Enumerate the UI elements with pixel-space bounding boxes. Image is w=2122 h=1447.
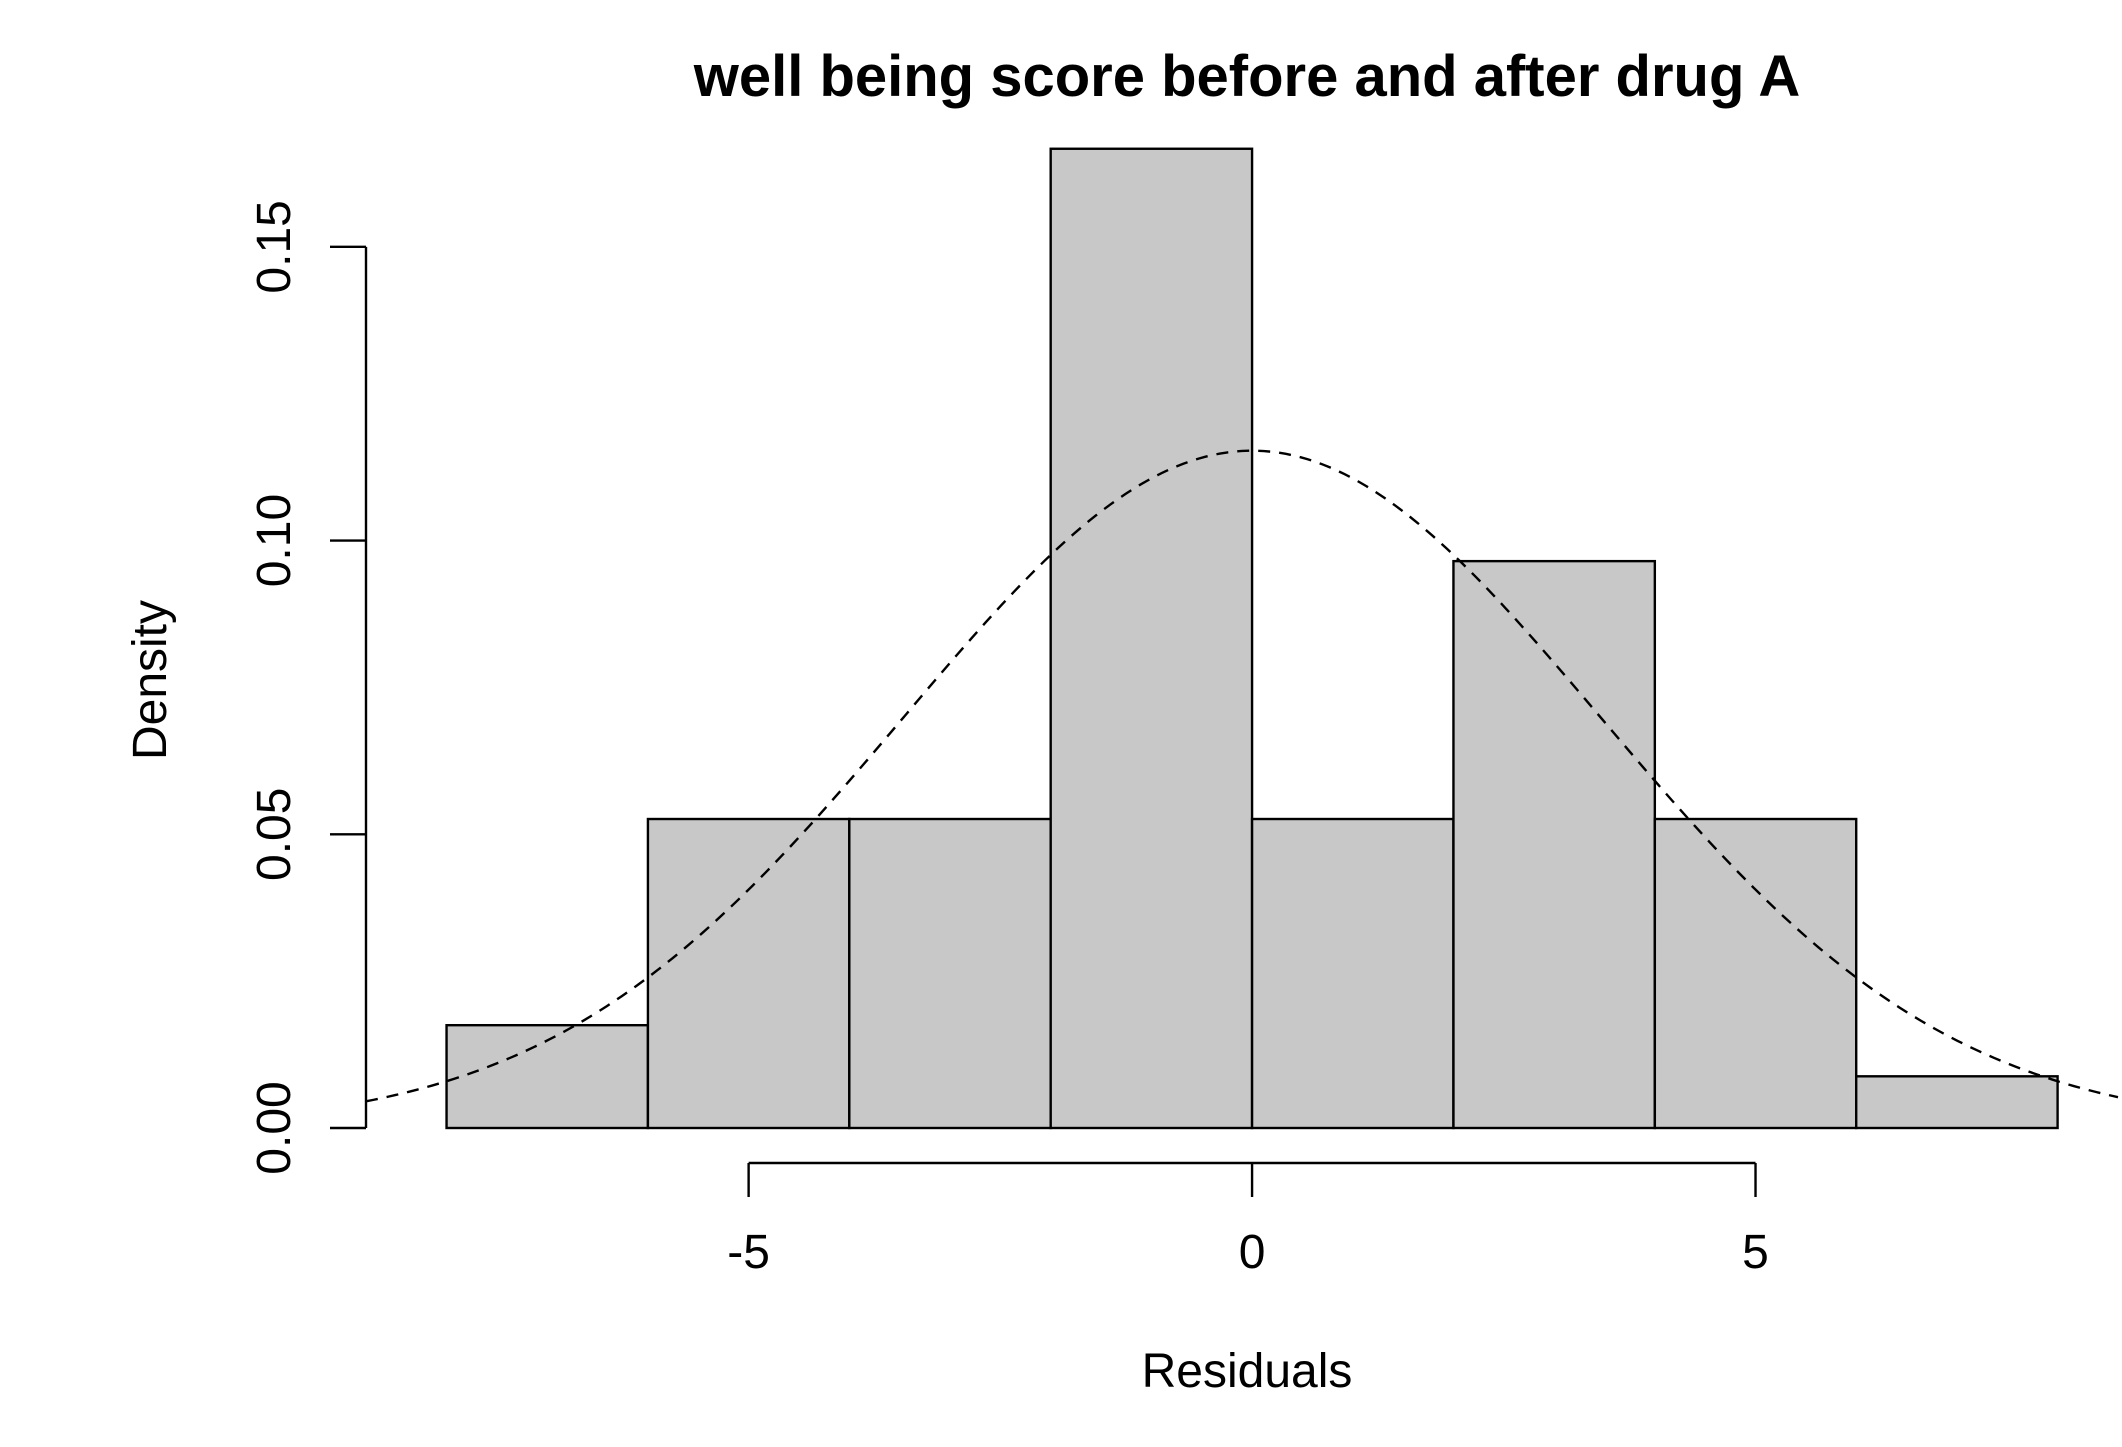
histogram-bar-1 (445, 1023, 650, 1130)
histogram-bar-3 (848, 817, 1052, 1130)
bars-layer (445, 147, 2059, 1130)
histogram-bar-2 (646, 817, 851, 1130)
y-tick-label: 0.15 (248, 200, 301, 293)
y-tick-label: 0.10 (248, 494, 301, 587)
y-tick-label: 0.05 (248, 788, 301, 881)
x-tick-label: -5 (727, 1226, 770, 1279)
chart-title: well being score before and after drug A (693, 44, 1801, 109)
histogram-bar-5 (1250, 817, 1455, 1130)
x-axis-label: Residuals (1142, 1345, 1353, 1398)
y-axis-label: Density (124, 600, 177, 760)
x-axis: -5 0 5 (727, 1161, 1769, 1279)
histogram-bar-6 (1452, 559, 1657, 1130)
y-axis: 0.00 0.05 0.10 0.15 (248, 200, 368, 1175)
y-tick-label: 0.00 (248, 1081, 301, 1174)
x-tick-label: 0 (1239, 1226, 1266, 1279)
histogram-bar-4 (1049, 147, 1254, 1130)
histogram-bar-7 (1653, 817, 1858, 1130)
normal-density-curve (365, 449, 2119, 1103)
histogram-bar-8 (1855, 1075, 2059, 1130)
density-curve-layer (365, 449, 2119, 1103)
x-tick-label: 5 (1742, 1226, 1769, 1279)
